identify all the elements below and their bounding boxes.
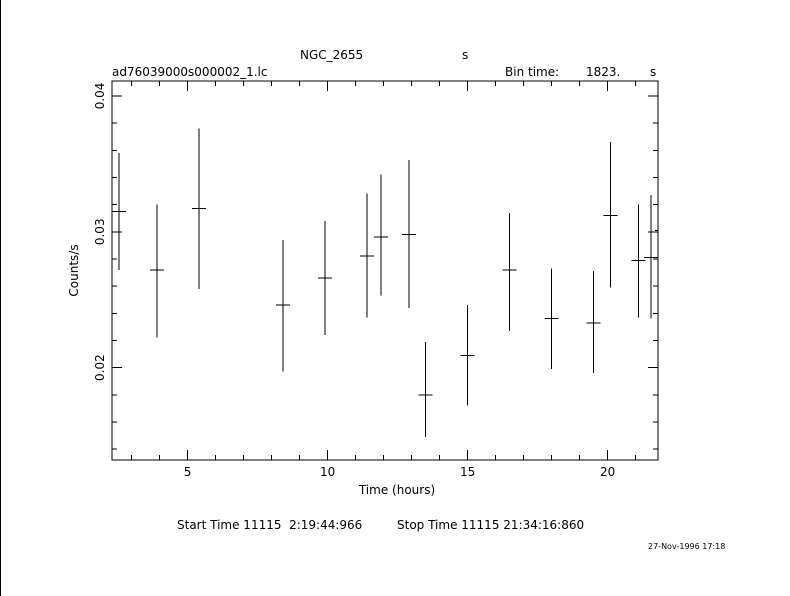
y-axis-label: Counts/s (67, 244, 81, 296)
x-tick-label: 15 (460, 465, 475, 479)
x-tick-label: 5 (184, 465, 192, 479)
x-axis-label: Time (hours) (358, 483, 435, 497)
object-name: NGC_2655 (300, 48, 364, 62)
left-border (0, 0, 1, 596)
y-tick-label: 0.02 (93, 354, 107, 381)
filename-label: ad76039000s000002_1.lc (112, 65, 268, 79)
plot-frame (111, 80, 659, 461)
start-time-label: Start Time 11115 2:19:44:966 (177, 518, 363, 532)
y-tick-label: 0.03 (93, 218, 107, 245)
plot-date: 27-Nov-1996 17:18 (648, 542, 726, 551)
x-tick-label: 20 (600, 465, 615, 479)
stop-time-label: Stop Time 11115 21:34:16:860 (397, 518, 585, 532)
object-unit: s (462, 48, 469, 62)
bin-time-value: 1823. (586, 65, 621, 79)
bin-time-label: Bin time: (505, 65, 560, 79)
bin-time-unit: s (650, 65, 657, 79)
x-tick-label: 10 (320, 465, 335, 479)
y-tick-label: 0.04 (93, 83, 107, 110)
